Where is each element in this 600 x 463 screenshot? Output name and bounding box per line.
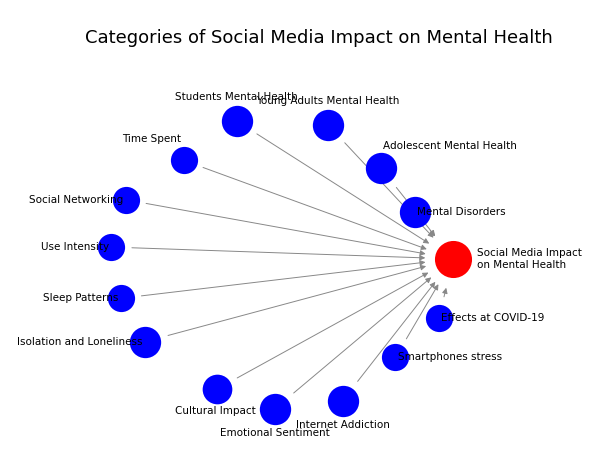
Text: Social Media Impact
on Mental Health: Social Media Impact on Mental Health bbox=[478, 248, 582, 269]
Point bbox=[232, 117, 241, 125]
Point bbox=[410, 208, 419, 215]
Text: Time Spent: Time Spent bbox=[122, 134, 181, 144]
Point bbox=[448, 255, 458, 263]
Point bbox=[376, 164, 386, 172]
Text: Effects at COVID-19: Effects at COVID-19 bbox=[441, 313, 545, 323]
Text: Smartphones stress: Smartphones stress bbox=[398, 352, 502, 363]
Text: Young Adults Mental Health: Young Adults Mental Health bbox=[256, 96, 400, 106]
Point bbox=[391, 354, 400, 361]
Point bbox=[434, 314, 443, 322]
Point bbox=[338, 397, 347, 404]
Text: Isolation and Loneliness: Isolation and Loneliness bbox=[17, 337, 143, 347]
Point bbox=[116, 294, 126, 302]
Point bbox=[323, 121, 333, 129]
Text: Social Networking: Social Networking bbox=[29, 195, 124, 205]
Text: Cultural Impact: Cultural Impact bbox=[175, 406, 256, 416]
Text: Emotional Sentiment: Emotional Sentiment bbox=[220, 427, 330, 438]
Point bbox=[121, 196, 131, 203]
Text: Mental Disorders: Mental Disorders bbox=[417, 206, 506, 217]
Text: Use Intensity: Use Intensity bbox=[41, 242, 109, 252]
Text: Sleep Patterns: Sleep Patterns bbox=[43, 293, 119, 303]
Point bbox=[107, 244, 116, 251]
Point bbox=[212, 385, 222, 393]
Title: Categories of Social Media Impact on Mental Health: Categories of Social Media Impact on Men… bbox=[85, 29, 553, 47]
Point bbox=[271, 405, 280, 413]
Text: Students Mental Health: Students Mental Health bbox=[175, 92, 298, 102]
Text: Adolescent Mental Health: Adolescent Mental Health bbox=[383, 141, 517, 151]
Point bbox=[179, 156, 188, 164]
Text: Internet Addiction: Internet Addiction bbox=[296, 419, 389, 430]
Point bbox=[140, 338, 150, 345]
